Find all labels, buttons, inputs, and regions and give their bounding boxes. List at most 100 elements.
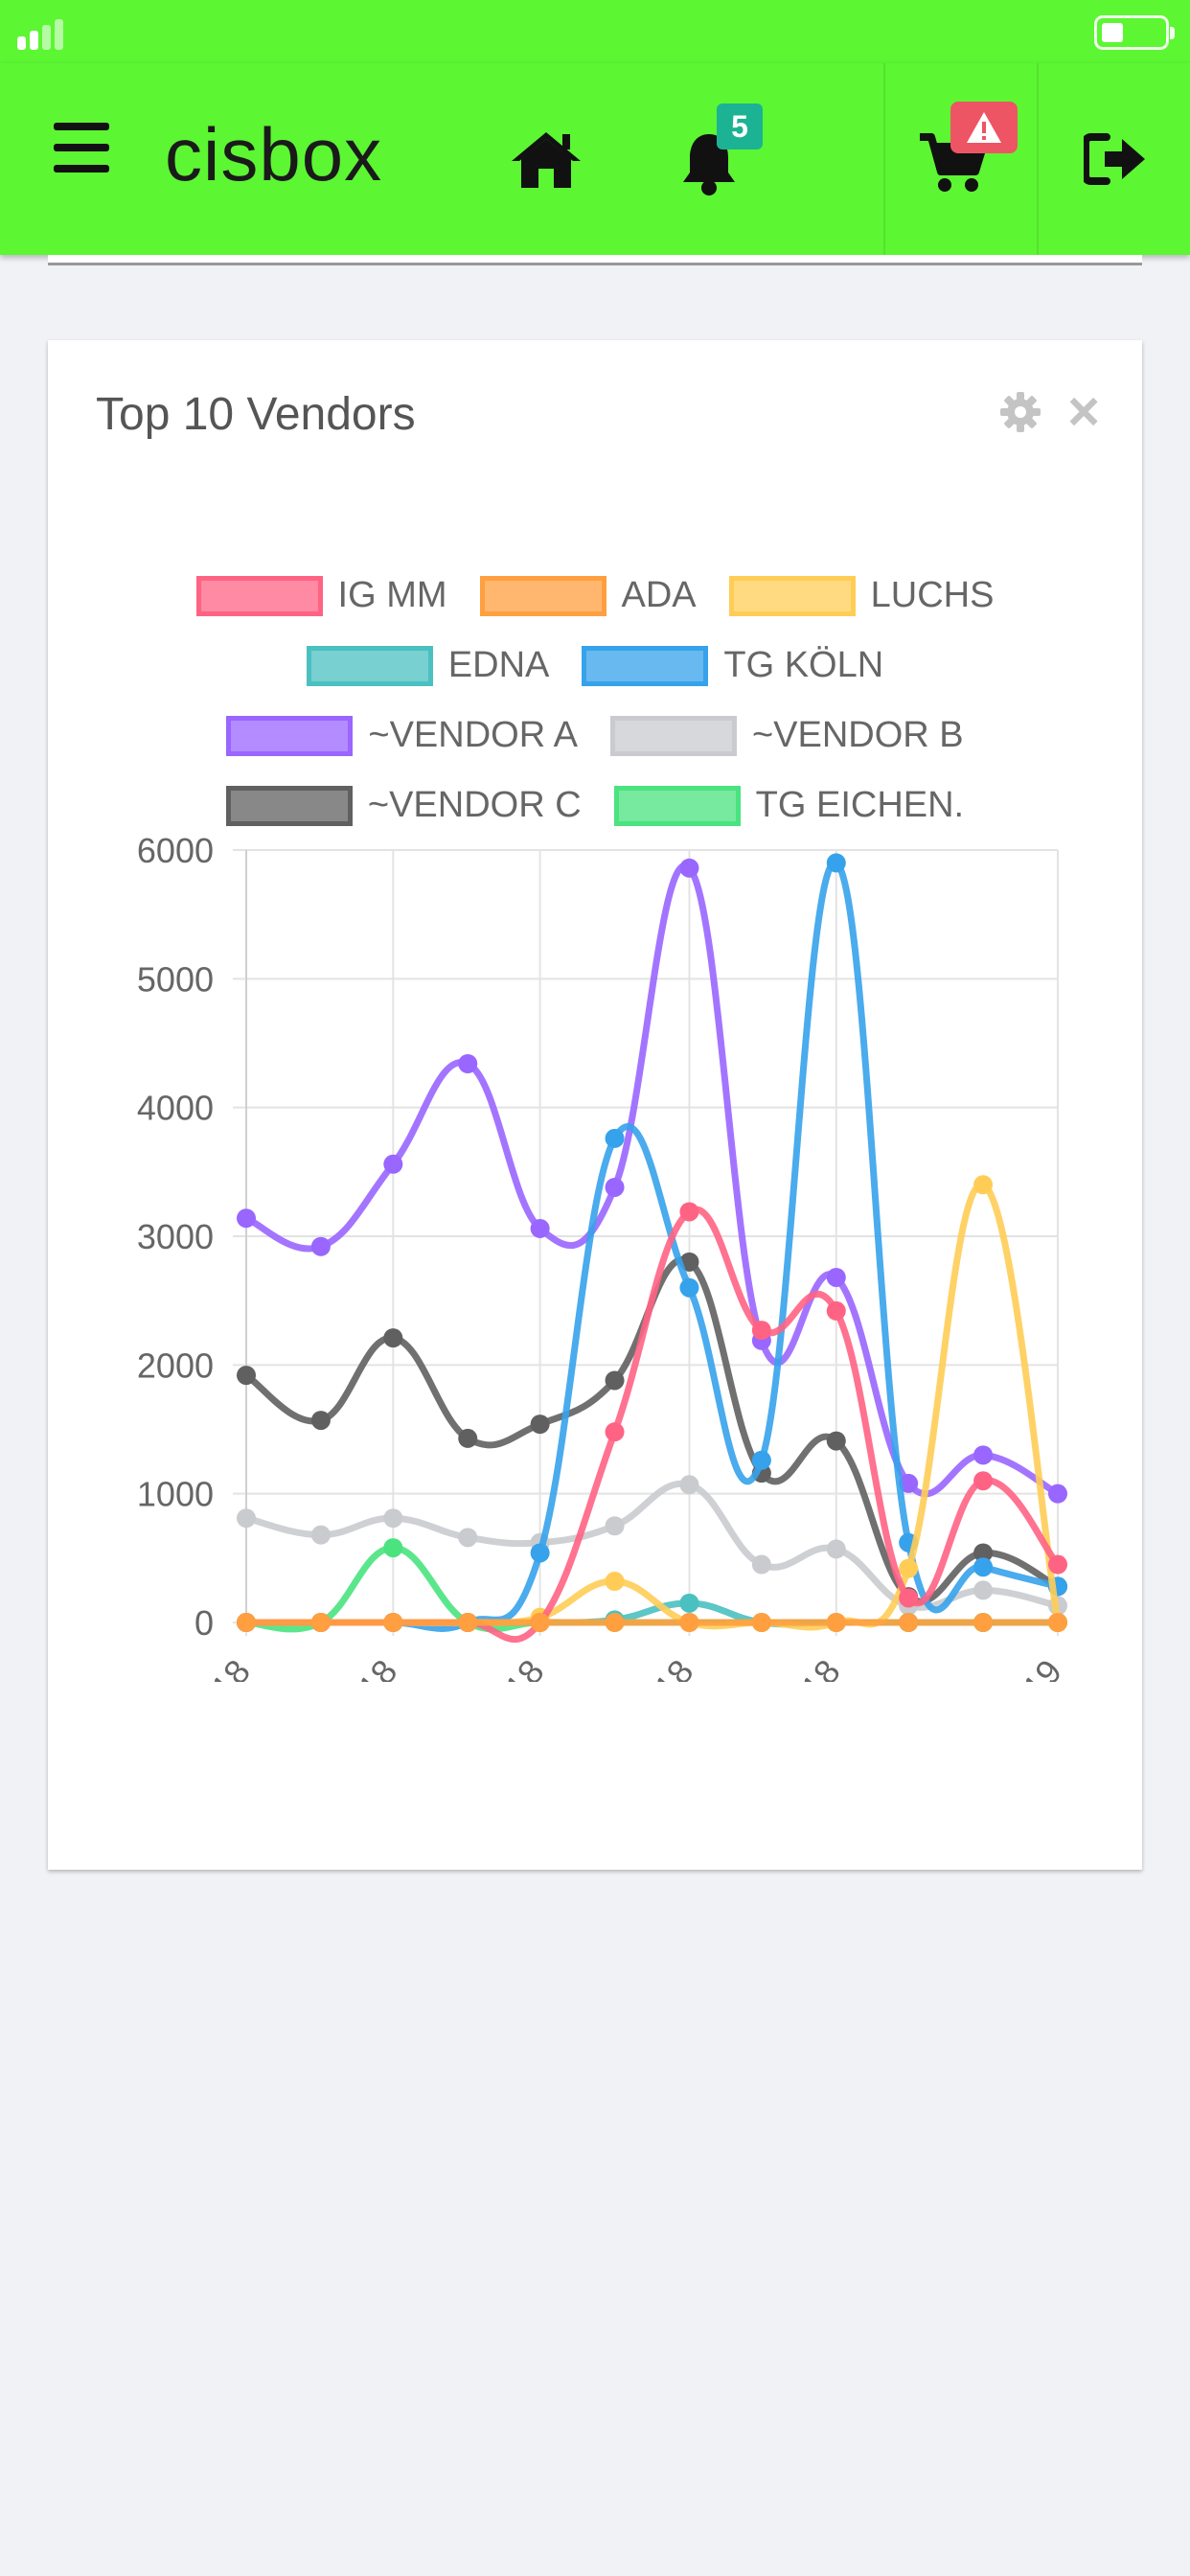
data-point [1048,1484,1067,1504]
app-title[interactable]: cisbox [165,112,383,196]
legend-item[interactable]: ~VENDOR B [609,715,964,756]
legend-item[interactable]: ADA [479,575,697,616]
bars-icon[interactable] [54,123,109,172]
data-point [237,1366,256,1386]
legend-label: TG EICHEN. [755,785,965,825]
data-point [973,1543,994,1563]
notifications-button[interactable]: 5 [661,63,763,255]
legend-item[interactable]: EDNA [306,645,550,686]
data-point [1048,1554,1067,1575]
data-point [383,1538,403,1558]
data-point [383,1154,403,1174]
data-point [458,1428,478,1448]
cart-warning-badge [950,102,1018,153]
data-point [973,1613,994,1632]
data-point [679,1613,699,1632]
x-tick-label: Nov 18 [747,1652,848,1682]
widget-tools: × [1000,380,1100,443]
legend-label: LUCHS [870,575,995,615]
data-point [383,1328,403,1348]
logout-button[interactable] [1037,63,1190,255]
data-point [605,1516,625,1536]
data-point [899,1613,919,1632]
data-point [237,1508,256,1529]
data-point [679,1277,699,1298]
series-line [242,1480,1062,1611]
legend-item[interactable]: TG EICHEN. [613,785,965,826]
cart-button[interactable] [883,63,1039,255]
x-tick-label: Feb 19 [971,1652,1069,1682]
legend-label: ~VENDOR C [367,785,582,825]
app-header: cisbox 5 [0,63,1190,255]
data-point [826,1539,846,1559]
signal-icon [17,17,75,50]
data-point [237,1613,256,1632]
legend-swatch [613,785,741,826]
data-point [751,1321,771,1341]
data-point [826,1431,846,1451]
data-point [605,1572,625,1592]
x-tick-label: May 18 [302,1652,404,1682]
data-point [530,1414,550,1435]
legend-item[interactable]: LUCHS [728,575,995,616]
data-point [973,1557,994,1577]
x-tick-label: Jul 18 [463,1652,552,1682]
x-tick-label: Sep 18 [601,1652,701,1682]
data-point [310,1525,331,1545]
legend-label: ADA [621,575,697,615]
previous-card-edge [48,255,1142,265]
notification-count-badge: 5 [717,104,763,150]
status-bar [0,0,1190,63]
warning-icon [967,112,1001,143]
gear-icon[interactable] [1000,392,1041,432]
x-tick-label: Mar 18 [159,1652,258,1682]
battery-icon [1094,15,1175,50]
data-point [383,1613,403,1632]
data-point [826,1300,846,1321]
y-tick-label: 6000 [137,831,214,870]
legend-label: EDNA [447,645,550,685]
data-point [826,1267,846,1287]
widget-title: Top 10 Vendors [96,389,416,440]
home-button[interactable] [498,63,594,255]
legend-label: TG KÖLN [723,645,884,685]
legend-swatch [728,575,856,616]
data-point [679,1593,699,1613]
legend-item[interactable]: TG KÖLN [582,645,883,686]
y-tick-label: 4000 [137,1089,214,1128]
data-point [899,1558,919,1578]
legend-swatch [226,715,354,756]
legend-swatch [195,575,323,616]
data-point [899,1588,919,1608]
legend-row: ~VENDOR C TG EICHEN. [48,770,1142,840]
data-point [458,1528,478,1548]
data-point [973,1580,994,1600]
data-point [826,853,846,873]
data-point [899,1473,919,1493]
legend-row: ~VENDOR A ~VENDOR B [48,701,1142,770]
data-point [458,1613,478,1632]
legend-row: EDNA TG KÖLN [48,631,1142,701]
data-point [458,1053,478,1073]
data-point [383,1508,403,1529]
data-point [751,1613,771,1632]
legend-item[interactable]: ~VENDOR C [225,785,582,826]
data-point [605,1370,625,1391]
legend-swatch [306,645,433,686]
data-point [679,858,699,878]
legend-swatch [609,715,737,756]
data-point [605,1128,625,1148]
data-point [973,1445,994,1465]
legend-swatch [479,575,606,616]
data-point [530,1218,550,1238]
data-point [751,1554,771,1575]
home-icon [512,132,581,188]
data-point [605,1177,625,1197]
close-icon[interactable]: × [1067,380,1100,443]
data-point [826,1613,846,1632]
data-point [530,1543,550,1563]
legend-swatch [225,785,353,826]
legend-item[interactable]: ~VENDOR A [226,715,578,756]
legend-item[interactable]: IG MM [195,575,447,616]
sign-out-icon [1084,133,1145,185]
